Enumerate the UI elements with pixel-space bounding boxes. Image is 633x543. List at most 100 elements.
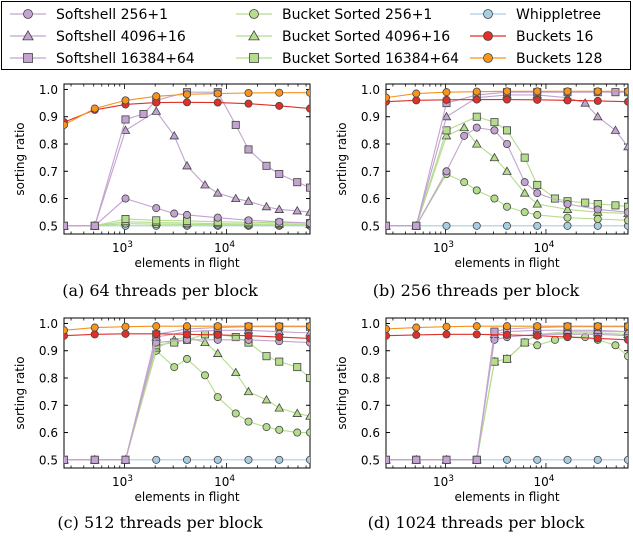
data-point xyxy=(471,139,482,148)
legend-label: Buckets 16 xyxy=(516,29,594,45)
series-buckets-16 xyxy=(386,330,628,344)
y-axis-label: sorting ratio xyxy=(335,122,349,195)
data-point xyxy=(580,98,591,107)
data-point xyxy=(200,179,210,189)
data-point xyxy=(261,201,272,211)
data-point xyxy=(459,122,470,132)
data-point xyxy=(213,330,222,339)
data-point xyxy=(593,214,602,223)
data-point xyxy=(593,455,602,464)
data-point xyxy=(213,89,222,98)
data-point xyxy=(230,367,241,377)
y-tick-label: 0.7 xyxy=(39,399,58,413)
data-point xyxy=(412,455,421,464)
series-softshell-16384-64 xyxy=(64,322,310,464)
data-point xyxy=(386,331,390,340)
data-point xyxy=(611,88,620,97)
data-point xyxy=(121,115,130,124)
data-point xyxy=(293,428,302,437)
data-point xyxy=(244,455,253,464)
x-tick-label: 103 xyxy=(433,240,454,255)
y-tick-label: 1.0 xyxy=(39,83,58,97)
data-point xyxy=(624,97,628,106)
series-softshell-256-1 xyxy=(386,330,628,464)
data-point xyxy=(563,213,572,222)
data-point xyxy=(490,327,499,336)
data-point xyxy=(90,330,99,339)
data-point xyxy=(386,221,390,230)
data-point xyxy=(533,87,542,96)
data-point xyxy=(213,455,222,464)
y-tick-label: 0.8 xyxy=(39,372,58,386)
legend-entry-bucket-sorted-16384-64: Bucket Sorted 16384+64 xyxy=(236,51,459,67)
data-point xyxy=(533,189,542,198)
x-tick-label: 104 xyxy=(533,474,554,489)
data-point xyxy=(262,161,271,170)
data-point xyxy=(624,322,628,331)
subplot-caption: (a) 64 threads per block xyxy=(62,281,258,300)
y-tick-label: 0.5 xyxy=(39,453,58,467)
data-point xyxy=(244,331,253,340)
y-tick-label: 0.8 xyxy=(361,372,380,386)
data-point xyxy=(386,324,390,333)
data-point xyxy=(550,335,559,344)
data-point xyxy=(563,455,572,464)
series-line xyxy=(386,326,628,461)
legend-entry-buckets-128: Buckets 128 xyxy=(470,51,602,67)
data-point xyxy=(412,96,421,105)
series-softshell-4096-16 xyxy=(386,325,628,464)
data-point xyxy=(502,139,511,148)
data-point xyxy=(611,341,620,350)
data-point xyxy=(231,409,240,418)
data-point xyxy=(170,209,179,218)
x-tick-label: 103 xyxy=(112,474,133,489)
data-point xyxy=(293,363,302,372)
data-point xyxy=(182,455,191,464)
data-point xyxy=(212,188,223,197)
y-tick-label: 0.5 xyxy=(361,453,380,467)
x-tick-label: 104 xyxy=(214,240,235,255)
legend-entry-softshell-16384-64: Softshell 16384+64 xyxy=(10,51,195,67)
series-bucket-sorted-4096-16 xyxy=(64,332,310,464)
data-point xyxy=(90,323,99,332)
y-tick-label: 0.6 xyxy=(39,192,58,206)
data-point xyxy=(472,455,481,464)
data-point xyxy=(200,337,210,347)
legend-marker-square xyxy=(249,53,259,63)
data-point xyxy=(152,329,161,338)
data-point xyxy=(563,322,572,331)
data-point xyxy=(243,386,254,396)
data-point xyxy=(442,95,451,104)
y-axis-label: sorting ratio xyxy=(13,122,27,195)
subplot-caption: (c) 512 threads per block xyxy=(57,513,262,532)
data-point xyxy=(610,125,621,134)
y-tick-label: 0.9 xyxy=(39,344,58,358)
data-point xyxy=(152,92,161,101)
y-tick-label: 0.6 xyxy=(39,426,58,440)
data-point xyxy=(624,87,628,96)
legend-entry-softshell-4096-16: Softshell 4096+16 xyxy=(10,29,186,45)
data-point xyxy=(213,393,222,402)
data-point xyxy=(533,455,542,464)
y-tick-label: 0.6 xyxy=(361,426,380,440)
data-point xyxy=(502,126,511,135)
x-axis-label: elements in flight xyxy=(134,490,239,504)
data-point xyxy=(275,333,284,342)
data-point xyxy=(502,330,511,339)
data-point xyxy=(386,93,390,102)
data-point xyxy=(182,160,192,170)
data-point xyxy=(306,104,310,113)
data-point xyxy=(90,455,99,464)
data-point xyxy=(624,455,628,464)
data-point xyxy=(592,111,603,121)
legend-label: Softshell 256+1 xyxy=(56,7,168,23)
data-point xyxy=(502,166,512,175)
series-bucket-sorted-16384-64 xyxy=(386,112,628,230)
series-buckets-16 xyxy=(64,98,310,127)
plot-frame xyxy=(385,83,629,235)
data-point xyxy=(520,178,529,187)
data-point xyxy=(533,95,542,104)
data-point xyxy=(593,87,602,96)
data-point xyxy=(213,98,222,107)
